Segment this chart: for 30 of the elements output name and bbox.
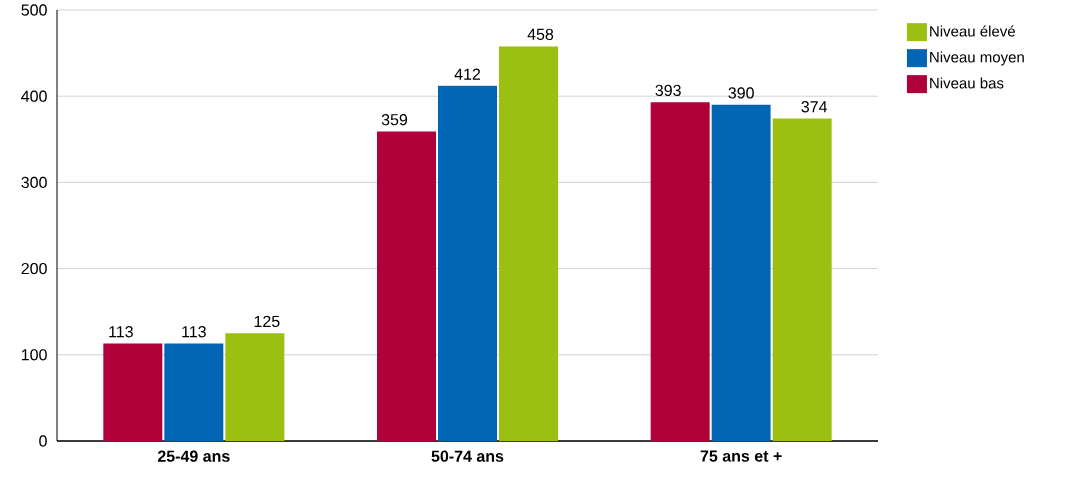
data-label: 113: [182, 326, 206, 338]
y-tick-label: 500: [21, 4, 47, 16]
bar: [650, 102, 710, 441]
bar: [772, 118, 832, 441]
x-tick-label: 25-49 ans: [157, 450, 230, 462]
y-tick-label: 200: [21, 262, 47, 275]
x-tick-label: 75 ans et +: [700, 450, 782, 462]
x-tick-label: 50-74 ans: [431, 450, 504, 462]
legend-label: Niveau élevé: [930, 25, 1015, 37]
bar: [164, 343, 224, 441]
legend-label: Niveau moyen: [930, 51, 1024, 66]
bar: [438, 85, 497, 441]
y-tick-label: 100: [22, 349, 47, 361]
data-label: 113: [109, 326, 133, 338]
bar: [499, 46, 558, 441]
legend-label: Niveau bas: [930, 77, 1004, 89]
y-tick-label: 400: [21, 90, 47, 102]
data-label: 393: [655, 84, 681, 97]
data-label: 374: [801, 101, 828, 113]
bar: [103, 343, 163, 441]
data-label: 125: [254, 315, 280, 328]
y-tick-label: 0: [39, 435, 47, 447]
data-label: 359: [381, 114, 408, 126]
data-label: 390: [728, 87, 754, 99]
data-label: 458: [527, 28, 554, 40]
bar: [377, 131, 436, 441]
bar: [225, 333, 285, 441]
y-tick-label: 300: [21, 176, 47, 189]
data-label: 412: [454, 68, 481, 80]
bar: [711, 104, 771, 441]
